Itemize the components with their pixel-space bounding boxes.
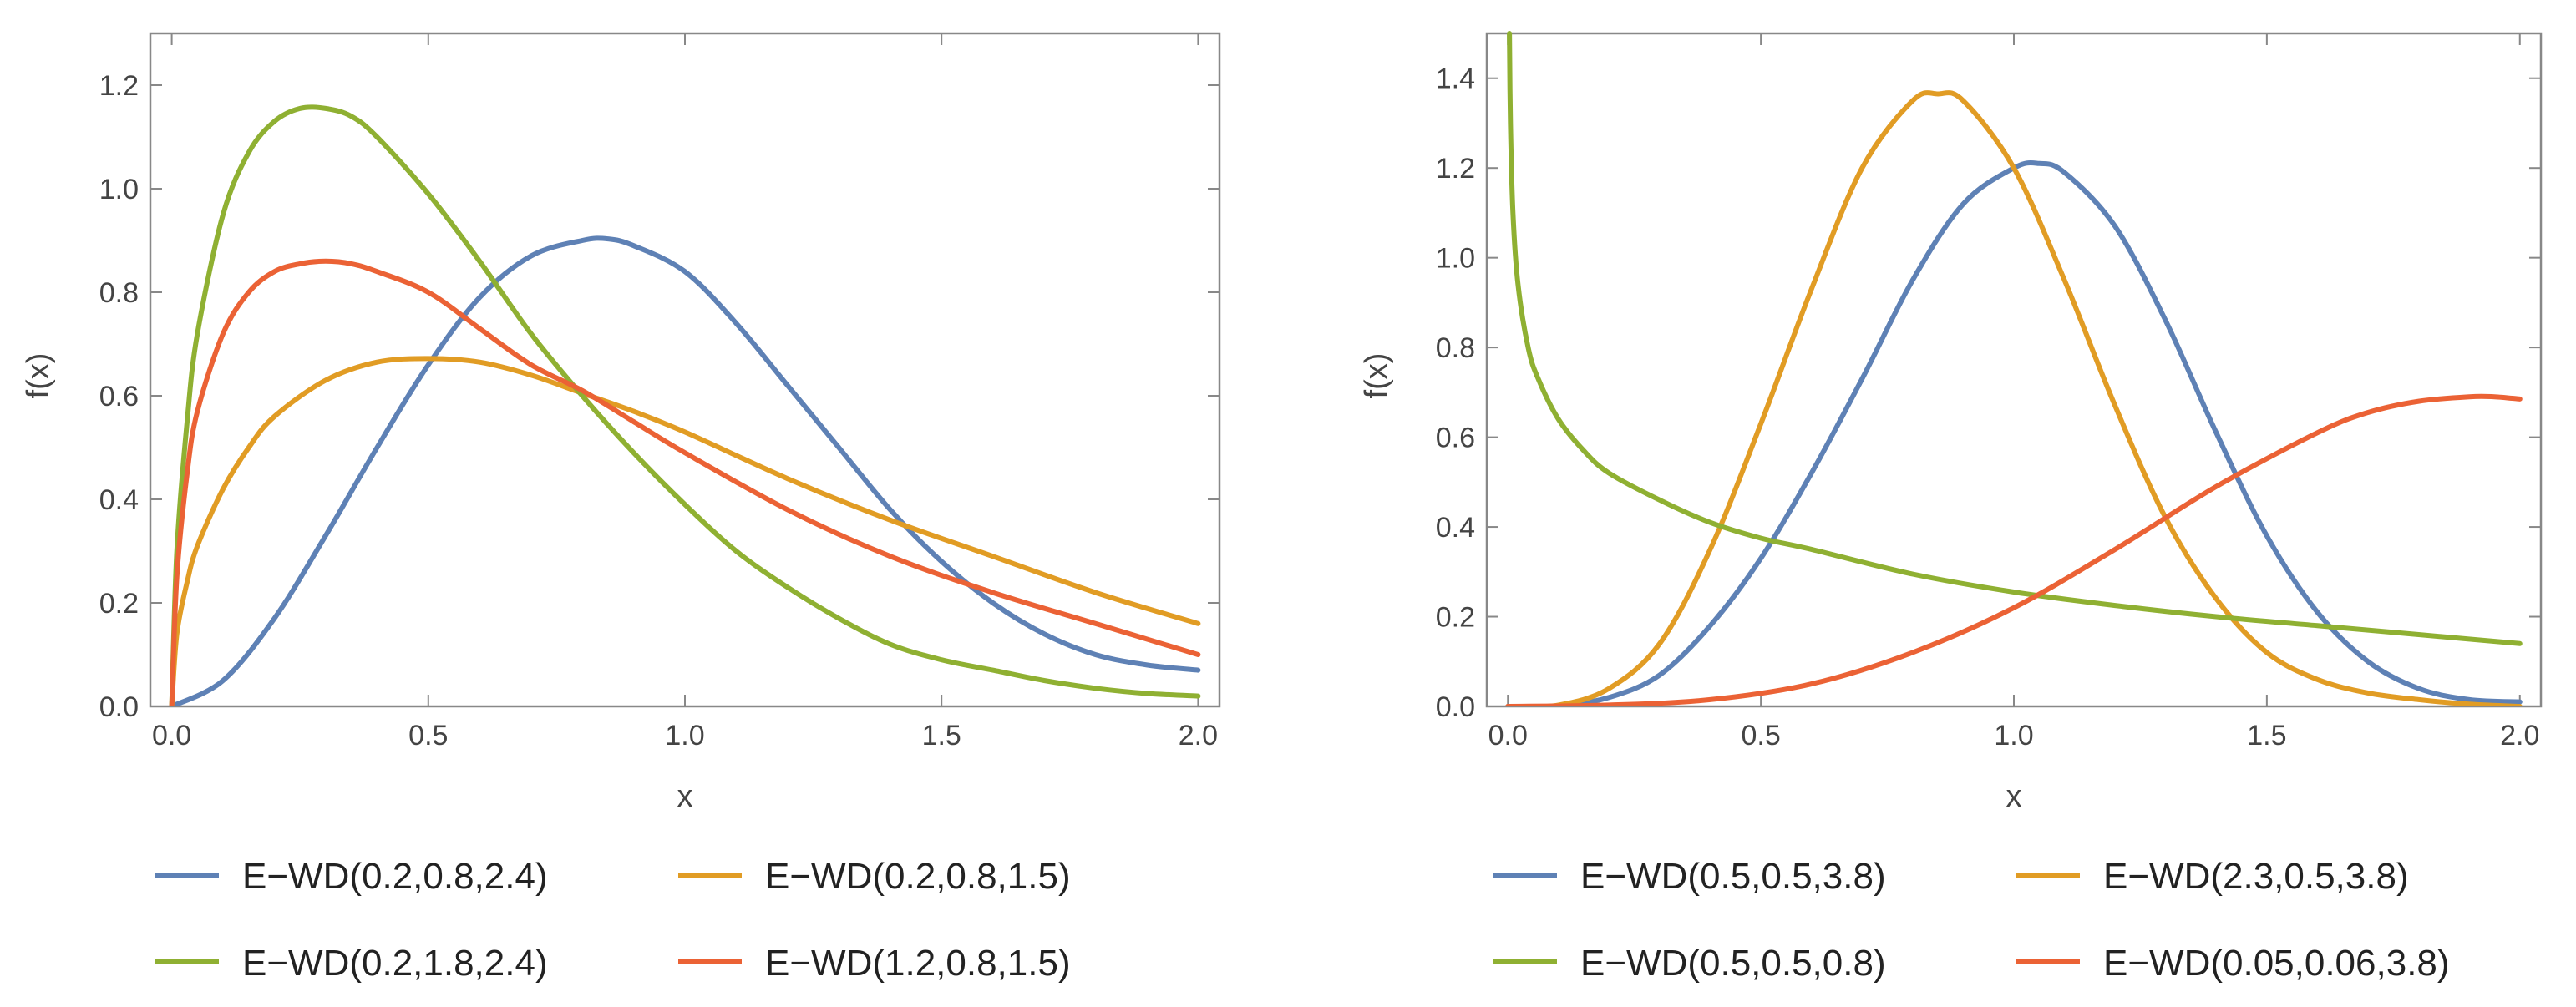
left-y-ticks: 0.0 0.2 0.4 0.6 0.8 1.0 1.2 <box>99 70 1220 723</box>
left-plot-frame <box>149 32 1221 708</box>
left-series-line-1 <box>169 356 1201 706</box>
right-legend-item-2: E−WD(0.5,0.5,0.8) <box>1493 943 1886 984</box>
left-y-tick-label: 0.2 <box>99 588 139 620</box>
left-legend-label-3: E−WD(1.2,0.8,1.5) <box>765 943 1071 984</box>
right-y-ticks: 0.0 0.2 0.4 0.6 0.8 1.0 1.2 1.4 <box>1436 63 2541 723</box>
right-x-tick-label: 1.5 <box>2247 720 2286 751</box>
right-legend-label-0: E−WD(0.5,0.5,3.8) <box>1580 856 1886 897</box>
left-x-tick-label: 2.0 <box>1179 720 1218 751</box>
left-x-tick-label: 1.0 <box>665 720 704 751</box>
left-y-tick-label: 1.2 <box>99 70 139 102</box>
left-y-tick-label: 0.8 <box>99 277 139 309</box>
right-x-tick-label: 1.0 <box>1994 720 2033 751</box>
left-legend-item-0: E−WD(0.2,0.8,2.4) <box>155 856 548 897</box>
left-x-tick-label: 1.5 <box>922 720 961 751</box>
left-y-tick-label: 0.6 <box>99 381 139 412</box>
left-legend-item-2: E−WD(0.2,1.8,2.4) <box>155 943 548 984</box>
right-series-line-0 <box>1505 159 2523 706</box>
right-legend-item-1: E−WD(2.3,0.5,3.8) <box>2016 856 2409 897</box>
right-x-tick-label: 2.0 <box>2500 720 2539 751</box>
left-x-tick-label: 0.5 <box>408 720 448 751</box>
right-legend-label-3: E−WD(0.05,0.06,3.8) <box>2103 943 2450 984</box>
right-series-line-2 <box>1507 31 2523 646</box>
left-y-axis-title: f(x) <box>21 353 56 399</box>
right-series-line-3 <box>1505 393 2523 706</box>
left-chart: 0.00.20.40.60.81.01.2 0.0 0.5 1.0 1.5 2.0 x … <box>21 32 1221 984</box>
left-y-tick-label: 0.0 <box>99 691 139 723</box>
right-y-tick-label: 0.4 <box>1436 512 1475 544</box>
left-legend: E−WD(0.2,0.8,2.4) E−WD(0.2,0.8,1.5) E−WD… <box>155 856 1071 984</box>
right-x-tick-label: 0.0 <box>1488 720 1528 751</box>
right-legend-label-2: E−WD(0.5,0.5,0.8) <box>1580 943 1886 984</box>
left-series-line-3 <box>169 258 1201 706</box>
right-chart: 0.0 0.2 0.4 0.6 0.8 1.0 1.2 1.4 0.0 0.5 1.0 1.5 2.0… <box>1359 31 2543 984</box>
right-legend-label-1: E−WD(2.3,0.5,3.8) <box>2103 856 2409 897</box>
left-x-tick-label: 0.0 <box>152 720 191 751</box>
right-legend-item-0: E−WD(0.5,0.5,3.8) <box>1493 856 1886 897</box>
left-legend-item-1: E−WD(0.2,0.8,1.5) <box>678 856 1071 897</box>
right-y-tick-label: 1.2 <box>1436 153 1475 185</box>
right-legend: E−WD(0.5,0.5,3.8) E−WD(2.3,0.5,3.8) E−WD… <box>1493 856 2450 984</box>
left-series <box>169 104 1201 706</box>
right-y-tick-label: 1.4 <box>1436 63 1475 95</box>
right-y-tick-label: 0.6 <box>1436 423 1475 454</box>
right-x-ticks: 0.0 0.5 1.0 1.5 2.0 <box>1488 33 2539 751</box>
right-y-tick-label: 0.2 <box>1436 602 1475 634</box>
right-legend-item-3: E−WD(0.05,0.06,3.8) <box>2016 943 2450 984</box>
left-x-axis-title: x <box>677 779 693 814</box>
left-y-tick-label: 1.0 <box>99 174 139 205</box>
left-legend-label-0: E−WD(0.2,0.8,2.4) <box>242 856 548 897</box>
right-y-axis-title: f(x) <box>1359 353 1394 399</box>
left-legend-label-1: E−WD(0.2,0.8,1.5) <box>765 856 1071 897</box>
right-series <box>1505 31 2523 706</box>
right-y-tick-label: 0.8 <box>1436 332 1475 364</box>
right-x-axis-title: x <box>2006 779 2022 814</box>
right-y-tick-label: 1.0 <box>1436 243 1475 275</box>
left-x-ticks: 0.0 0.5 1.0 1.5 2.0 <box>152 33 1218 751</box>
left-y-tick-label: 0.4 <box>99 484 139 516</box>
right-series-line-1 <box>1505 90 2523 706</box>
left-legend-item-3: E−WD(1.2,0.8,1.5) <box>678 943 1071 984</box>
right-x-tick-label: 0.5 <box>1741 720 1780 751</box>
left-series-line-0 <box>169 235 1201 706</box>
left-legend-label-2: E−WD(0.2,1.8,2.4) <box>242 943 548 984</box>
right-y-tick-label: 0.0 <box>1436 691 1475 723</box>
left-series-line-2 <box>169 104 1201 706</box>
